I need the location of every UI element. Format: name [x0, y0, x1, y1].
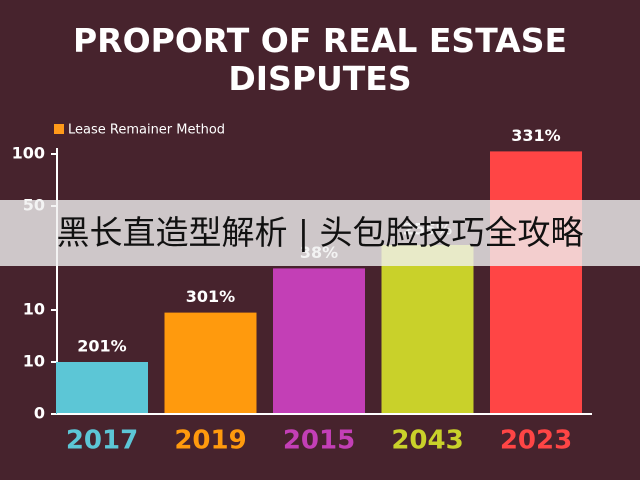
bar — [381, 245, 474, 414]
y-tick-label: 10 — [23, 352, 45, 371]
banner: 黑长直造型解析 | 头包脸技巧全攻略 — [0, 200, 640, 266]
x-tick-label: 2019 — [174, 426, 246, 456]
x-tick-label: 2015 — [283, 426, 355, 456]
bar — [490, 151, 582, 414]
bar — [164, 312, 257, 414]
bar — [56, 362, 148, 414]
annotation: 201% — [77, 337, 126, 356]
y-tick-label: 100 — [12, 144, 45, 163]
annotation: 331% — [511, 126, 560, 145]
annotation: 301% — [186, 287, 235, 306]
chart-title: PROPORT OF REAL ESTASE DISPUTES — [72, 21, 568, 98]
legend-swatch — [54, 124, 64, 134]
legend-label: Lease Remainer Method — [68, 123, 225, 138]
y-tick-label: 10 — [23, 300, 45, 319]
y-tick-label: 0 — [34, 404, 45, 423]
x-tick-label: 2043 — [391, 426, 463, 456]
bar — [273, 268, 365, 414]
x-tick-label: 2023 — [500, 426, 572, 456]
x-tick-label: 2017 — [66, 426, 138, 456]
